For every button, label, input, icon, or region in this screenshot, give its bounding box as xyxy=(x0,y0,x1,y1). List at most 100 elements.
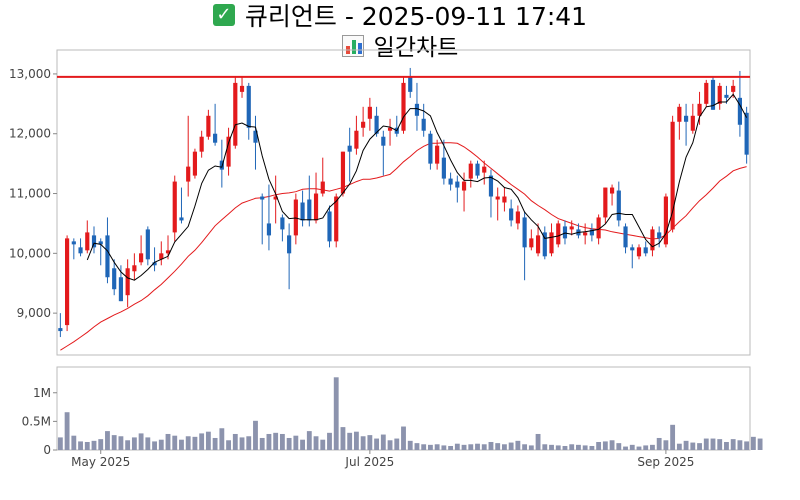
candle xyxy=(132,253,137,281)
volume-bar xyxy=(717,439,723,450)
volume-tick-label: 0.5M xyxy=(22,414,51,428)
volume-bar xyxy=(522,444,528,450)
candle xyxy=(542,226,547,260)
volume-bar xyxy=(340,427,346,450)
candle xyxy=(603,187,608,224)
candle-body xyxy=(650,229,655,251)
candle-body xyxy=(260,196,265,200)
candle-body xyxy=(542,232,547,257)
candle xyxy=(206,109,211,140)
candle-body xyxy=(152,262,157,266)
candle xyxy=(71,238,76,260)
volume-bar xyxy=(78,441,83,450)
candle xyxy=(186,115,191,197)
candle xyxy=(300,190,305,227)
candle-body xyxy=(347,145,352,152)
volume-bar xyxy=(165,433,171,450)
candle xyxy=(139,235,144,266)
volume-bar xyxy=(576,444,581,450)
candle-body xyxy=(583,232,588,236)
candle-body xyxy=(199,136,204,152)
candle xyxy=(744,106,749,164)
candle-body xyxy=(139,253,144,263)
axes-layer: 9,000 10,000 11,000 12,000 13,000 0 0.5M 1M May … xyxy=(9,67,694,469)
candle-body xyxy=(643,247,648,254)
price-tick-label: 9,000 xyxy=(17,306,51,320)
candle-body xyxy=(515,211,520,224)
candle-body xyxy=(266,223,272,236)
candle-body xyxy=(112,268,117,290)
candle xyxy=(192,148,198,179)
candle xyxy=(657,226,662,248)
candle-body xyxy=(65,238,70,326)
volume-bar xyxy=(475,443,480,450)
candle-body xyxy=(569,226,574,230)
volume-bar xyxy=(670,424,676,450)
candle-body xyxy=(475,163,480,176)
candle-body xyxy=(145,229,150,260)
candle-body xyxy=(125,268,130,296)
volume-bar xyxy=(703,438,709,450)
candle xyxy=(522,211,527,281)
ma20-series xyxy=(60,142,747,351)
candle xyxy=(239,76,245,98)
candle-body xyxy=(71,241,76,245)
volume-tick-label: 0 xyxy=(43,443,51,457)
volume-series xyxy=(57,377,763,450)
candle-body xyxy=(724,94,729,98)
candle-body xyxy=(717,85,722,104)
candle xyxy=(401,76,406,134)
volume-bar xyxy=(152,441,157,450)
volume-bar xyxy=(293,435,299,450)
candle xyxy=(226,127,231,176)
candle xyxy=(287,223,292,290)
volume-bar xyxy=(232,433,238,450)
candle xyxy=(509,199,514,227)
candle xyxy=(616,181,621,227)
volume-bar xyxy=(98,439,104,450)
candle xyxy=(246,82,251,140)
volume-bar xyxy=(750,436,756,450)
candle-body xyxy=(697,103,702,116)
candle-body xyxy=(630,247,635,251)
candle xyxy=(717,82,722,110)
volume-bar xyxy=(84,441,90,450)
candle-body xyxy=(287,235,292,254)
bar-chart-icon xyxy=(341,34,364,57)
ma5-line xyxy=(86,93,748,281)
candle xyxy=(677,103,682,140)
candle-body xyxy=(522,217,527,248)
candle-body xyxy=(710,79,716,110)
volume-bar xyxy=(212,437,218,450)
volume-bar xyxy=(91,440,97,450)
volume-bar xyxy=(353,431,359,450)
candle-body xyxy=(367,106,372,119)
candle xyxy=(502,187,507,212)
candle xyxy=(650,226,655,257)
volume-bar xyxy=(434,444,440,450)
candle xyxy=(408,67,413,98)
volume-bar xyxy=(697,443,702,450)
volume-bar xyxy=(562,445,568,450)
volume-bar xyxy=(64,412,70,450)
candle xyxy=(293,193,298,245)
volume-bar xyxy=(421,444,427,450)
volume-bar xyxy=(502,444,507,450)
candle xyxy=(448,172,453,191)
volume-bar xyxy=(125,440,131,450)
candle-body xyxy=(683,115,689,122)
candle xyxy=(381,130,386,176)
candle xyxy=(630,244,635,269)
volume-bar xyxy=(327,432,332,450)
candle-body xyxy=(118,277,124,302)
candle xyxy=(213,103,218,146)
volume-bar xyxy=(131,437,137,450)
candle-body xyxy=(535,235,541,254)
chart-title: ✓ 큐리언트 - 2025-09-11 17:41 xyxy=(0,0,800,34)
volume-bar xyxy=(454,443,460,450)
volume-bar xyxy=(306,431,312,450)
candle-body xyxy=(609,187,615,194)
volume-bar xyxy=(569,444,575,450)
volume-bar xyxy=(629,444,635,450)
